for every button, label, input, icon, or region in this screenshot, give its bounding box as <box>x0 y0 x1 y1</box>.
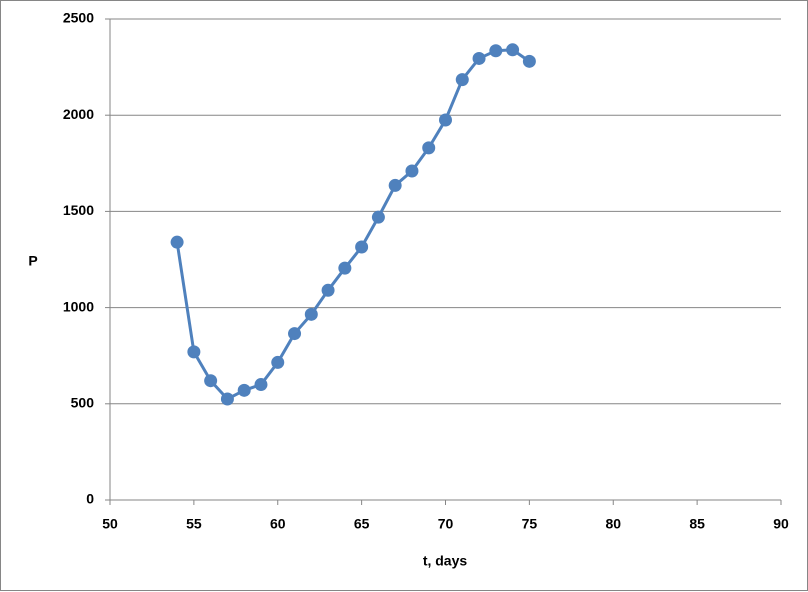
x-tick-label: 70 <box>438 516 454 532</box>
data-point <box>271 355 285 369</box>
y-tick-label: 500 <box>71 395 95 411</box>
y-axis-label: P <box>28 253 37 269</box>
data-point <box>338 261 352 275</box>
data-point <box>522 54 536 68</box>
y-tick-label: 2000 <box>63 106 94 122</box>
data-point <box>204 374 218 388</box>
data-point <box>170 235 184 249</box>
data-point <box>321 283 335 297</box>
y-tick-label: 0 <box>86 491 94 507</box>
x-tick-label: 85 <box>689 516 705 532</box>
data-point <box>237 383 251 397</box>
data-point <box>422 141 436 155</box>
data-point <box>187 345 201 359</box>
x-tick-label: 80 <box>605 516 621 532</box>
x-tick-label: 75 <box>522 516 538 532</box>
data-point <box>355 240 369 254</box>
y-tick-label: 2500 <box>63 10 94 26</box>
data-point <box>506 43 520 57</box>
data-point <box>304 307 318 321</box>
x-tick-label: 90 <box>773 516 789 532</box>
data-point <box>371 210 385 224</box>
data-point <box>220 392 234 406</box>
series-line <box>175 48 531 401</box>
y-tick-label: 1500 <box>63 202 94 218</box>
x-tick-label: 60 <box>270 516 286 532</box>
data-point <box>439 113 452 127</box>
data-point <box>472 51 486 65</box>
data-point <box>489 44 503 58</box>
x-axis-label: t, days <box>423 553 468 569</box>
data-point <box>254 378 268 392</box>
x-tick-label: 55 <box>186 516 202 532</box>
x-tick-label: 65 <box>354 516 370 532</box>
y-tick-label: 1000 <box>63 298 94 314</box>
data-point <box>388 178 402 192</box>
x-tick-label: 50 <box>102 516 118 532</box>
data-point <box>288 327 302 341</box>
data-point <box>455 73 469 87</box>
data-point <box>405 164 419 178</box>
